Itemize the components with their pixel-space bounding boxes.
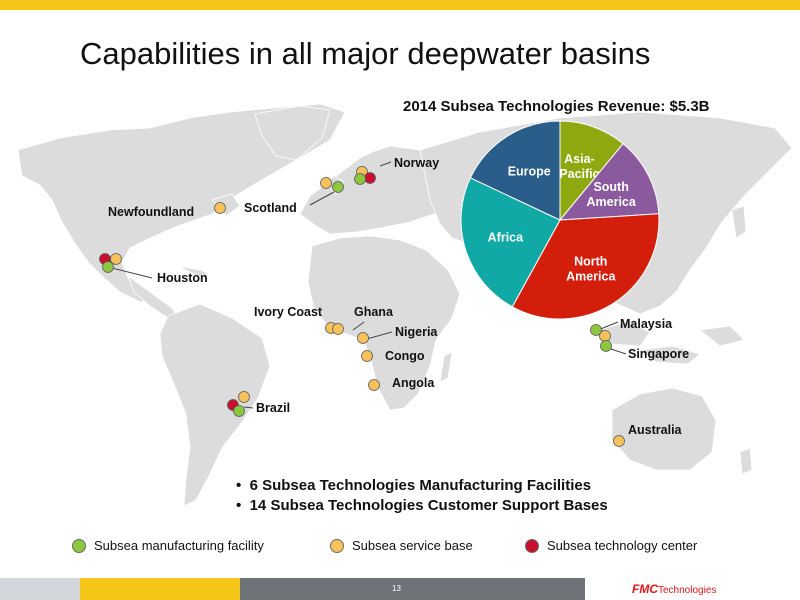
norway-manufacturing-dot [354,173,366,185]
bullet-manufacturing-text: 6 Subsea Technologies Manufacturing Faci… [249,477,592,494]
ghana-service-dot [332,323,344,335]
label-houston: Houston [157,271,208,285]
malaysia-manufacturing-dot [590,324,602,336]
legend-manufacturing: Subsea manufacturing facility [72,538,264,553]
logo-suffix: Technologies [658,585,717,596]
bullet-support-text: 14 Subsea Technologies Customer Support … [249,497,608,514]
footer-segment-dark [240,578,585,600]
legend-technology: Subsea technology center [525,538,697,553]
top-accent-bar [0,0,800,10]
pie-slice-asia--pacific [559,120,624,222]
pie-slice-europe [469,120,561,221]
footer-segment-yellow [80,578,240,600]
legend-technology-label: Subsea technology center [547,538,698,553]
legend-service: Subsea service base [330,538,473,553]
scotland-service-dot [320,177,332,189]
label-scotland: Scotland [244,201,297,215]
label-brazil: Brazil [256,401,291,415]
label-norway: Norway [394,156,440,170]
pie-slice-south-america [558,143,660,221]
houston-service-dot [110,253,122,265]
brazil-manufacturing-dot [233,405,245,417]
angola-service-dot [368,379,380,391]
pie-label-0: Asia-Pacific [559,152,599,181]
congo-service-dot [361,350,373,362]
singapore-manufacturing-dot [600,340,612,352]
australia-service-dot [613,435,625,447]
technology-dot-icon [525,538,539,553]
slide-title: Capabilities in all major deepwater basi… [80,36,651,71]
pie-label-3: Africa [488,231,524,245]
pie-label-1: South America [586,180,636,209]
facility-summary: • 6 Subsea Technologies Manufacturing Fa… [236,476,608,516]
newfoundland-service-dot [214,202,226,214]
brazil-service-dot [238,391,250,403]
page-number: 13 [392,584,401,593]
label-nigeria: Nigeria [395,325,438,339]
logo-brand: FMC [632,582,658,596]
norway-technology-dot [364,172,376,184]
label-malaysia: Malaysia [620,317,673,331]
chart-title: 2014 Subsea Technologies Revenue: $5.3B [403,98,710,115]
pie-label-2: North America [566,254,616,283]
label-newfoundland: Newfoundland [108,205,195,219]
label-ivory-coast: Ivory Coast [254,305,323,319]
label-angola: Angola [392,376,435,390]
label-australia: Australia [628,423,682,437]
manufacturing-dot-icon [72,538,86,553]
houston-manufacturing-dot [102,261,114,273]
footer-segment-gray [0,578,80,600]
nigeria-service-dot [357,332,369,344]
label-ghana: Ghana [354,305,393,319]
fmc-logo: FMCTechnologies [632,582,716,596]
bullet-support: • 14 Subsea Technologies Customer Suppor… [236,497,608,514]
pie-slice-africa [460,177,561,308]
label-singapore: Singapore [628,347,690,361]
malaysia-service-dot [599,330,611,342]
legend-service-label: Subsea service base [352,538,473,553]
bullet-manufacturing: • 6 Subsea Technologies Manufacturing Fa… [236,477,592,494]
label-congo: Congo [385,349,425,363]
footer-bar: 13 FMCTechnologies [0,578,800,600]
service-dot-icon [330,538,344,553]
scotland-manufacturing-dot [332,181,344,193]
legend-manufacturing-label: Subsea manufacturing facility [94,538,264,553]
pie-label-4: Europe [508,165,551,179]
